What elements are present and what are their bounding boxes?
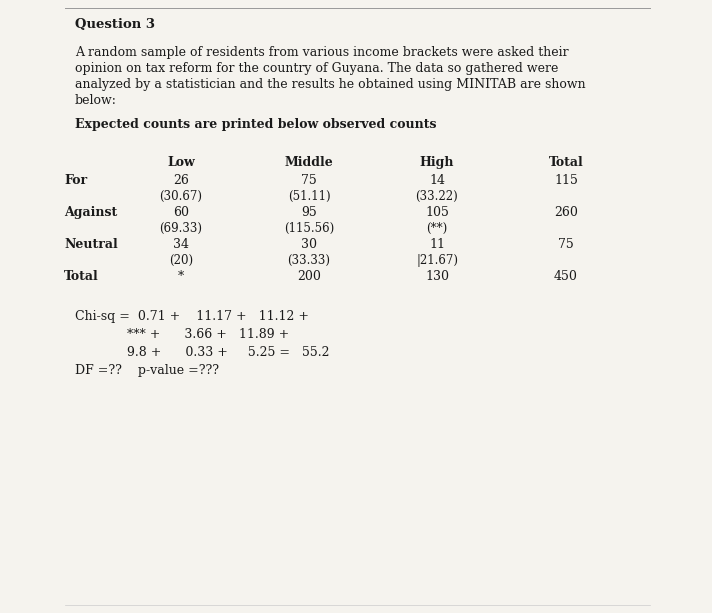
Text: 34: 34: [173, 238, 189, 251]
Text: 260: 260: [554, 206, 578, 219]
Text: analyzed by a statistician and the results he obtained using MINITAB are shown: analyzed by a statistician and the resul…: [75, 78, 586, 91]
Text: (33.33): (33.33): [288, 254, 330, 267]
Text: 105: 105: [425, 206, 449, 219]
Text: (115.56): (115.56): [284, 222, 334, 235]
Text: Against: Against: [64, 206, 117, 219]
Text: (33.22): (33.22): [416, 190, 459, 203]
Text: 450: 450: [554, 270, 578, 283]
Text: 200: 200: [297, 270, 321, 283]
Text: Total: Total: [64, 270, 99, 283]
Text: 11: 11: [429, 238, 445, 251]
Text: Total: Total: [549, 156, 583, 169]
Text: High: High: [420, 156, 454, 169]
Text: 130: 130: [425, 270, 449, 283]
Text: 95: 95: [301, 206, 317, 219]
Text: 75: 75: [301, 174, 317, 187]
Text: DF =??    p-value =???: DF =?? p-value =???: [75, 364, 219, 377]
Text: Middle: Middle: [285, 156, 333, 169]
Text: (69.33): (69.33): [159, 222, 202, 235]
Text: below:: below:: [75, 94, 117, 107]
Text: Low: Low: [167, 156, 195, 169]
Text: (30.67): (30.67): [159, 190, 202, 203]
Text: For: For: [64, 174, 87, 187]
Text: (51.11): (51.11): [288, 190, 330, 203]
Text: 26: 26: [173, 174, 189, 187]
Text: opinion on tax reform for the country of Guyana. The data so gathered were: opinion on tax reform for the country of…: [75, 62, 558, 75]
Text: (**): (**): [426, 222, 448, 235]
Text: Question 3: Question 3: [75, 18, 155, 31]
Text: *: *: [178, 270, 184, 283]
Text: Chi-sq =  0.71 +    11.17 +   11.12 +: Chi-sq = 0.71 + 11.17 + 11.12 +: [75, 310, 309, 323]
Text: 14: 14: [429, 174, 445, 187]
Text: 9.8 +      0.33 +     5.25 =   55.2: 9.8 + 0.33 + 5.25 = 55.2: [75, 346, 330, 359]
Text: 115: 115: [554, 174, 578, 187]
Text: A random sample of residents from various income brackets were asked their: A random sample of residents from variou…: [75, 46, 569, 59]
Text: 30: 30: [301, 238, 317, 251]
Text: *** +      3.66 +   11.89 +: *** + 3.66 + 11.89 +: [75, 328, 289, 341]
Text: 75: 75: [558, 238, 574, 251]
Text: (20): (20): [169, 254, 193, 267]
Text: Expected counts are printed below observed counts: Expected counts are printed below observ…: [75, 118, 436, 131]
Text: Neutral: Neutral: [64, 238, 117, 251]
Text: |21.67): |21.67): [416, 254, 458, 267]
Text: 60: 60: [173, 206, 189, 219]
